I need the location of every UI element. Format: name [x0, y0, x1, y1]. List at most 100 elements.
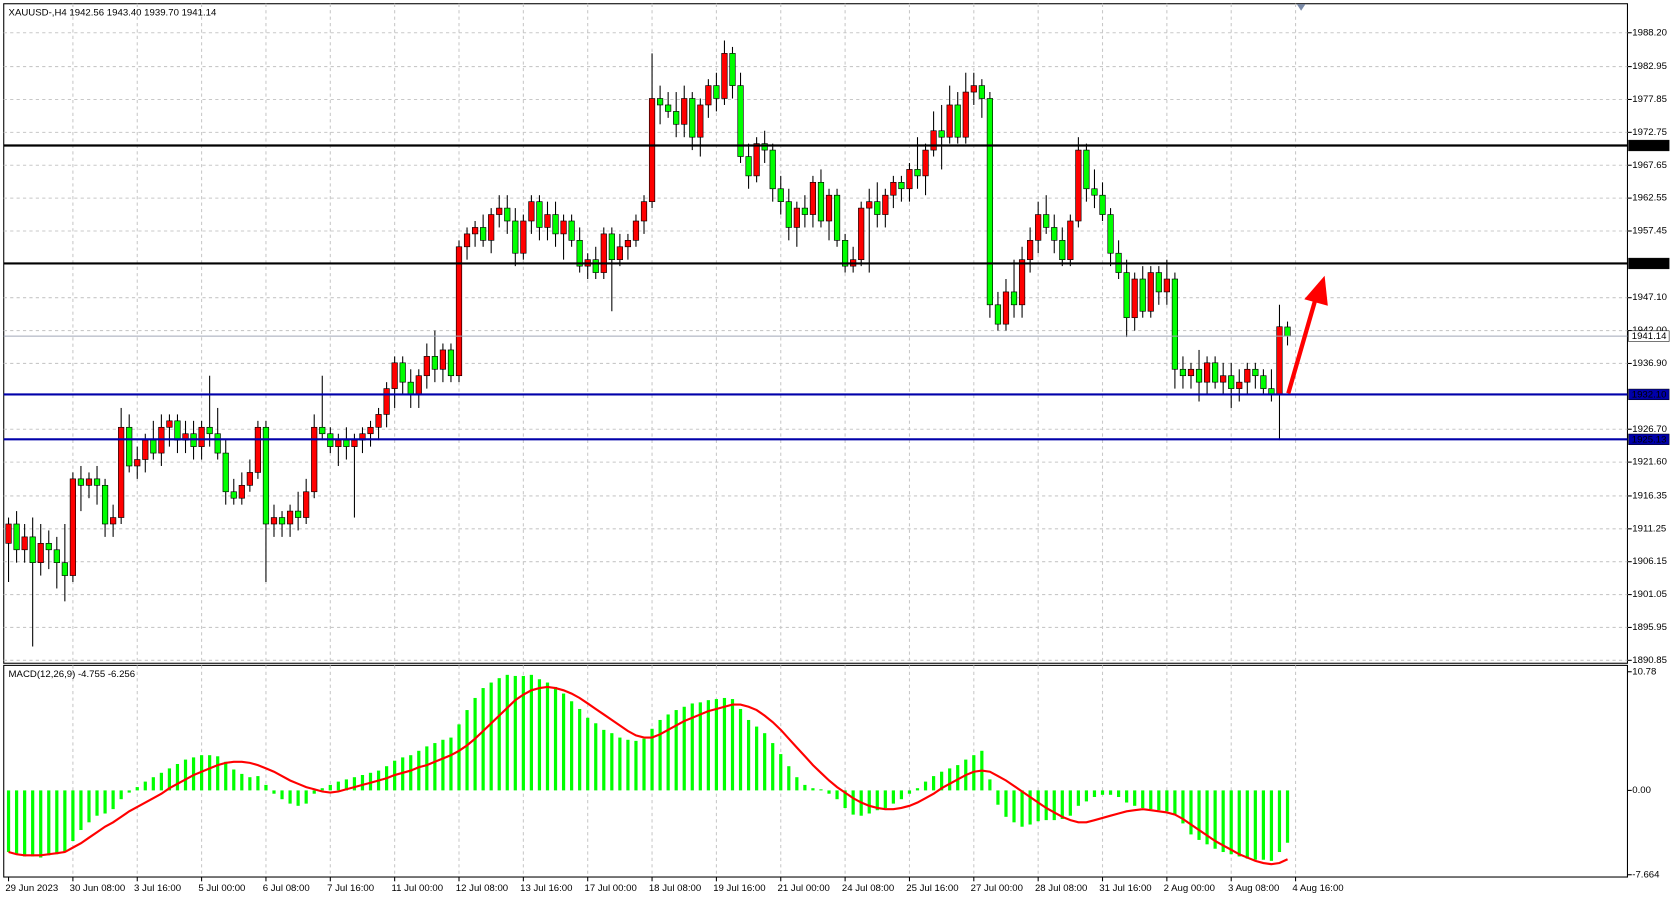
candle-body: [713, 85, 720, 99]
candle-body: [962, 91, 969, 138]
macd-bar: [529, 674, 533, 791]
candle-body: [648, 98, 656, 202]
macd-bar: [940, 771, 944, 791]
macd-bar: [1229, 790, 1233, 855]
macd-bar: [320, 788, 324, 791]
y-tick-label: 1895.95: [1632, 622, 1667, 633]
candle-body: [407, 381, 414, 396]
candle-body: [1171, 278, 1179, 370]
candle-body: [254, 426, 262, 473]
macd-bar: [55, 790, 59, 855]
candle-body: [5, 523, 12, 544]
macd-bar: [803, 784, 807, 791]
candle-body: [1276, 326, 1283, 396]
macd-bar: [771, 743, 775, 791]
macd-bar: [787, 766, 791, 791]
y-tick-label: 1947.10: [1632, 292, 1667, 303]
candle-body: [994, 304, 1002, 325]
x-tick-label: 27 Jul 00:00: [971, 883, 1023, 894]
macd-bar: [988, 779, 992, 791]
candle-body: [898, 181, 905, 190]
y-tick-label: 1982.95: [1632, 61, 1667, 72]
candle-body: [1195, 368, 1203, 383]
period-marker: [1296, 4, 1306, 11]
candle-body: [311, 426, 318, 493]
candle-body: [1155, 272, 1162, 293]
y-tick-label: 1921.60: [1632, 457, 1667, 468]
macd-bar: [923, 781, 928, 791]
macd-bar: [714, 699, 719, 791]
candle-body: [1147, 272, 1154, 312]
candle-body: [142, 439, 149, 460]
macd-bar: [674, 710, 678, 791]
macd-bar: [561, 693, 566, 791]
macd-bar: [706, 700, 710, 791]
macd-bar: [6, 790, 11, 853]
candle-body: [536, 201, 543, 228]
macd-bar: [47, 790, 51, 856]
level-label: 1941.14: [1632, 331, 1667, 342]
macd-bar: [634, 740, 638, 791]
macd-bar: [755, 726, 759, 791]
level-label: 1932.10: [1632, 389, 1667, 400]
candle-body: [1010, 291, 1018, 306]
candle-body: [632, 220, 640, 241]
grid: [3, 3, 1628, 878]
y-tick-label: 1911.25: [1632, 523, 1666, 534]
macd-bar: [256, 776, 260, 791]
macd-bar: [240, 773, 244, 791]
macd-bar: [746, 719, 751, 791]
candle-body: [592, 259, 599, 273]
candle-body: [1083, 149, 1090, 190]
macd-bar: [586, 717, 590, 791]
macd-bar: [473, 697, 477, 791]
macd-bar: [1205, 790, 1209, 845]
macd-bar: [1149, 790, 1153, 810]
macd-bar: [891, 790, 895, 804]
candle-body: [1002, 291, 1010, 325]
macd-bar: [39, 790, 43, 858]
candle-body: [906, 169, 913, 190]
candle-body: [922, 149, 929, 177]
candle-body: [206, 426, 213, 435]
candle-body: [544, 214, 551, 228]
macd-bar: [248, 777, 252, 791]
candle-body: [801, 207, 808, 215]
macd-bar: [63, 790, 67, 853]
candle-body: [126, 426, 133, 467]
macd-bar: [682, 706, 686, 791]
macd-bar: [441, 739, 445, 791]
macd-bar: [1285, 790, 1290, 843]
macd-bar: [127, 790, 131, 793]
x-tick-label: 5 Jul 00:00: [198, 883, 245, 894]
candle-body: [528, 201, 535, 222]
candle-body: [53, 549, 60, 563]
candle-body: [1163, 278, 1170, 293]
macd-bar: [360, 774, 365, 791]
x-tick-label: 11 Jul 00:00: [391, 883, 443, 894]
macd-bar: [1084, 790, 1089, 802]
level-tag: [1628, 257, 1670, 270]
candle-body: [624, 240, 632, 248]
x-tick-label: 28 Jul 08:00: [1035, 883, 1087, 894]
macd-bar: [344, 779, 348, 791]
macd-bar: [851, 790, 855, 815]
candle-body: [439, 349, 447, 370]
macd-bar: [159, 772, 163, 791]
macd-bar: [698, 702, 702, 791]
x-tick-label: 29 Jun 2023: [5, 883, 58, 894]
candle-body: [198, 426, 205, 447]
macd-bar: [763, 733, 767, 791]
macd-bar: [730, 699, 735, 791]
main-panel-frame: [3, 3, 1628, 664]
candle-body: [1131, 278, 1138, 319]
macd-bar: [336, 781, 340, 791]
candle-body: [689, 98, 696, 138]
macd-label: MACD(12,26,9) -4.755 -6.256: [9, 669, 136, 680]
candle-body: [777, 188, 784, 202]
macd-bar: [1020, 790, 1024, 827]
macd-bar: [811, 788, 815, 791]
macd-bar: [602, 729, 606, 791]
macd-bar: [642, 738, 646, 791]
